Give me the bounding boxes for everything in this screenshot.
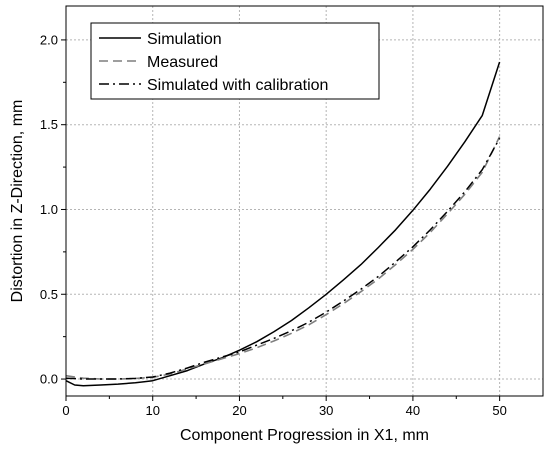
x-tick-label: 10: [145, 403, 159, 418]
legend-label-simulated-with-calibration: Simulated with calibration: [147, 77, 328, 94]
y-tick-label: 0.0: [40, 372, 58, 387]
y-tick-label: 1.0: [40, 202, 58, 217]
x-tick-label: 50: [492, 403, 506, 418]
x-tick-label: 20: [232, 403, 246, 418]
axis-ticks: 0 10 20 30 40 50 0.0 0.5 1.0 1.5 2.0: [40, 32, 507, 418]
legend-label-measured: Measured: [147, 54, 218, 71]
x-tick-label: 0: [62, 403, 69, 418]
series-lines: [65, 61, 501, 387]
y-tick-label: 0.5: [40, 287, 58, 302]
legend-label-simulation: Simulation: [147, 31, 222, 48]
x-tick-label: 40: [406, 403, 420, 418]
series-line-simulated-with-calibration: [65, 137, 501, 380]
series-line-measured: [65, 136, 501, 380]
x-axis-title: Component Progression in X1, mm: [180, 427, 429, 444]
legend: Simulation Measured Simulated with calib…: [90, 22, 380, 100]
y-tick-label: 2.0: [40, 32, 58, 47]
y-tick-label: 1.5: [40, 117, 58, 132]
legend-box: [90, 22, 380, 100]
plot-area-frame: [65, 5, 544, 397]
x-tick-label: 30: [319, 403, 333, 418]
y-axis-title: Distortion in Z-Direction, mm: [9, 100, 26, 303]
series-line-simulation: [65, 61, 501, 387]
